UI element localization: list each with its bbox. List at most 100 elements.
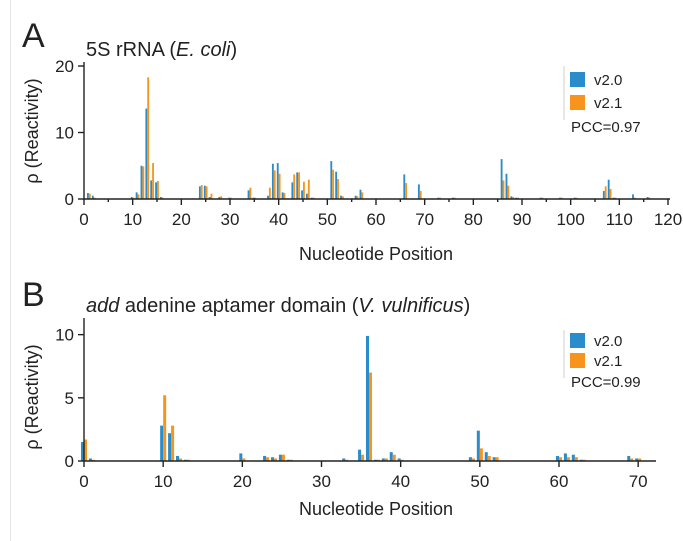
chart-b-bar-v2-0	[484, 452, 488, 461]
chart-a-xtick-label: 60	[367, 210, 386, 229]
chart-b-bar-v2-0	[365, 335, 369, 461]
chart-b-bar-v2-0	[476, 430, 480, 461]
chart-a-bar-v2-1	[337, 179, 339, 199]
legend-b-swatch-v2-1	[570, 353, 585, 368]
chart-a-ytick-label: 0	[65, 190, 74, 209]
chart-a-bar-v2-1	[152, 163, 154, 199]
chart-a-bar-v2-1	[268, 187, 271, 199]
chart-a-bar-v2-0	[271, 163, 274, 199]
chart-a-bar-v2-1	[200, 185, 203, 199]
chart-b-ytick-label: 5	[65, 389, 74, 408]
chart-a-bar-v2-1	[137, 194, 140, 199]
chart-a-bar-v2-0	[335, 171, 338, 199]
chart-b-bar-v2-1	[84, 439, 88, 461]
chart-a-bar-v2-1	[332, 169, 335, 199]
chart-b-bar-v2-0	[342, 458, 346, 461]
chart-a-bar-v2-1	[283, 193, 286, 199]
chart-b-xtick-label: 10	[154, 472, 173, 491]
chart-a-bar-v2-0	[145, 108, 148, 199]
chart-a-bar-v2-1	[303, 181, 305, 199]
chart-b-xtick-label: 50	[470, 472, 489, 491]
chart-b-bar-v2-0	[563, 453, 567, 461]
chart-a-bar-v2-0	[281, 192, 284, 199]
chart-b-bar-v2-0	[278, 454, 282, 461]
chart-a-bar-v2-0	[218, 197, 221, 199]
legend-b-label-v2-1: v2.1	[594, 353, 622, 370]
chart-b-bar-v2-0	[381, 458, 385, 461]
chart-b-bar-v2-1	[559, 457, 563, 461]
panel-b-title-lead: add	[86, 295, 120, 317]
chart-b-bar-v2-0	[270, 457, 274, 461]
chart-a-bar-v2-1	[405, 183, 408, 199]
chart-a-bar-v2-1	[298, 172, 300, 199]
chart-a-bar-v2-0	[208, 197, 211, 199]
chart-a-bar-v2-1	[604, 186, 607, 199]
chart-a-xtick-label: 50	[318, 210, 337, 229]
chart-b-xtick-label: 60	[550, 472, 569, 491]
chart-b-bar-v2-0	[397, 458, 401, 461]
chart-b-bar-v2-1	[566, 457, 570, 461]
chart-a-bar-v2-1	[249, 187, 252, 199]
chart-a-bar-v2-0	[291, 182, 294, 200]
chart-a-bar-v2-1	[512, 197, 515, 199]
chart-a-bar-v2-0	[203, 185, 206, 199]
chart-a-bar-v2-1	[502, 180, 505, 199]
chart-a-bar-v2-0	[296, 172, 299, 199]
chart-b-bar-v2-0	[239, 453, 243, 461]
chart-a-bar-v2-1	[210, 193, 213, 199]
chart-b-bar-v2-1	[487, 455, 491, 461]
chart-a-xtick-label: 10	[123, 210, 142, 229]
chart-b-bar-v2-0	[635, 458, 639, 461]
chart-a-bar-v2-1	[147, 77, 150, 199]
chart-a-bar-v2-0	[354, 195, 357, 199]
chart-a-bar-v2-0	[403, 174, 406, 199]
chart-a-bar-v2-1	[293, 174, 296, 199]
chart-a-bar-v2-0	[267, 195, 269, 199]
panel-letter-b: B	[22, 276, 45, 314]
chart-b-bar-v2-1	[179, 458, 183, 461]
chart-a-bar-v2-1	[157, 181, 159, 199]
chart-b-plot: 0 10 20 30 40 50 60 70 0 5 10	[55, 318, 656, 491]
chart-b-bar-v2-1	[495, 457, 499, 461]
chart-b-bar-v2-0	[627, 455, 631, 461]
chart-b-bar-v2-1	[361, 454, 365, 461]
chart-b-bar-v2-1	[242, 458, 246, 461]
chart-a-xtick-label: 40	[269, 210, 288, 229]
chart-b-bar-v2-0	[492, 457, 496, 461]
chart-a-bar-v2-1	[142, 166, 145, 199]
chart-a-bar-v2-1	[419, 191, 422, 199]
panel-b-title-plain: adenine aptamer domain (	[119, 295, 358, 317]
chart-a-bar-v2-1	[205, 186, 208, 199]
legend-a-pcc: PCC=0.97	[571, 119, 641, 136]
legend-b: v2.0 v2.1 PCC=0.99	[563, 330, 641, 391]
page-edge-line	[10, 0, 11, 541]
legend-b-label-v2-0: v2.0	[594, 333, 622, 350]
chart-a-bar-v2-0	[87, 193, 89, 199]
chart-a-bar-v2-0	[632, 194, 634, 199]
chart-a-xtick-label: 110	[606, 210, 633, 229]
chart-b-bar-v2-1	[281, 454, 285, 461]
chart-a-bar-v2-0	[301, 190, 303, 199]
chart-b-bar-v2-1	[392, 454, 396, 461]
chart-a-bar-v2-0	[91, 195, 94, 199]
chart-a-bar-v2-1	[273, 170, 276, 199]
chart-a-bar-v2-0	[160, 197, 162, 199]
chart-a-bar-v2-0	[247, 190, 250, 199]
legend-b-swatch-v2-0	[570, 333, 585, 348]
chart-b-bar-v2-0	[263, 455, 267, 461]
chart-a-bar-v2-0	[359, 189, 362, 199]
chart-a-bar-v2-0	[198, 186, 201, 199]
panel-b-title: add adenine aptamer domain (V. vulnificu…	[86, 295, 470, 317]
chart-b-bar-v2-1	[574, 457, 578, 461]
legend-a-label-v2-1: v2.1	[594, 95, 622, 112]
chart-b-xtick-label: 70	[629, 472, 648, 491]
chart-b-ytick-label: 0	[65, 452, 74, 471]
chart-a-ytick-label: 10	[55, 124, 74, 143]
chart-b-bar-v2-1	[384, 458, 388, 461]
chart-b-bar-v2-1	[630, 458, 634, 461]
chart-a-bar-v2-0	[607, 179, 610, 199]
chart-b-bar-v2-1	[163, 395, 167, 461]
chart-b-bar-v2-1	[471, 458, 475, 461]
chart-b-xlabel: Nucleotide Position	[299, 499, 453, 519]
